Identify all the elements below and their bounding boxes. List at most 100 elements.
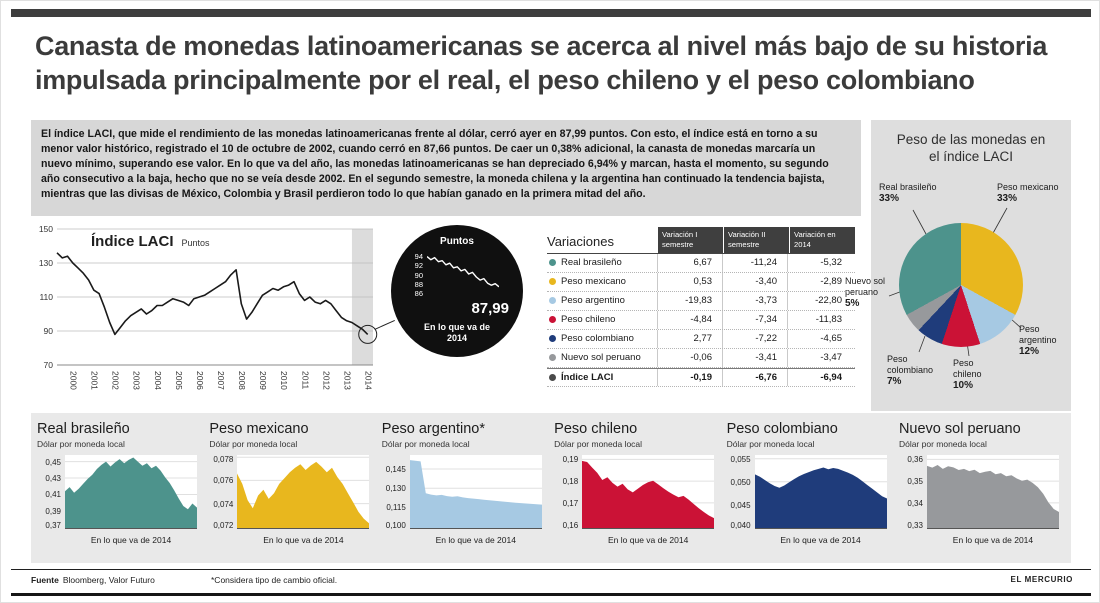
x-tick-label: 2011 [300,371,310,390]
series-label-cell: Peso argentino [547,292,657,310]
table-cell: -22,80 [787,291,852,310]
mini-charts-row: Real brasileño Dólar por moneda local 0,… [31,413,1071,563]
pie-chart [899,223,1023,347]
table-cell: 6,67 [657,253,722,272]
mini-chart-plot [754,455,887,529]
series-label-cell: Peso colombiano [547,330,657,348]
y-tick-label: 0,36 [907,455,923,465]
y-axis: 0,36 0,35 0,34 0,33 [899,455,927,531]
mini-chart-caption: En lo que va de 2014 [952,535,1034,545]
series-dot [549,278,556,286]
y-tick-label: 0,17 [562,498,579,508]
y-tick-label: 0,35 [907,477,923,487]
laci-line-chart: Índice LACI Puntos 150 130 110 90 70 2000 2001 2… [31,223,551,415]
y-tick-label: 0,076 [213,476,234,486]
y-tick-label: 130 [39,258,53,268]
x-tick-label: 2001 [90,371,100,390]
endpoint-magnifier-circle [358,324,378,344]
table-body: Real brasileño 6,67 -11,24 -5,32 Peso mexica… [547,253,855,387]
y-tick-label: 150 [39,224,53,234]
series-label-cell: Real brasileño [547,254,657,272]
callout-value: 87,99 [471,300,509,317]
table-cell: -3,73 [722,291,787,310]
y-tick-label: 0,145 [385,465,406,475]
pie-label-peso-mexicano: Peso mexicano 33% [997,182,1071,205]
source-credit: Fuente Bloomberg, Valor Futuro [31,575,155,585]
pie-label-nuevo-sol-peruano: Nuevo sol peruano 5% [845,276,903,310]
table-row: Peso colombiano 2,77 -7,22 -4,65 [547,329,855,349]
area-series [926,465,1059,529]
y-tick-label: 0,055 [730,455,751,464]
table-cell: -4,84 [657,310,722,329]
series-label-cell: Peso chileno [547,311,657,329]
mini-chart-subtitle: Dólar por moneda local [37,439,125,449]
mini-chart-caption: En lo que va de 2014 [90,535,172,545]
y-tick-label: 0,078 [213,455,234,464]
x-tick-label: 2006 [195,371,205,390]
y-tick-label: 0,115 [386,503,406,513]
intro-text: El índice LACI, que mide el rendimiento … [41,128,829,201]
area-series [65,457,197,529]
y-tick-label: 0,074 [213,499,234,509]
y-tick-label: 0,072 [213,521,234,530]
pie-title: Peso de las monedas en el índice LACI [896,132,1046,164]
table-cell: 0,53 [657,272,722,291]
mini-chart-plot [409,455,542,529]
table-cell: -19,83 [657,291,722,310]
top-bar [11,9,1091,17]
series-name: Nuevo sol peruano [561,352,641,364]
pie-label-peso-argentino: Peso argentino 12% [1019,324,1071,358]
laci-chart-title: Índice LACI [91,233,174,250]
table-cell: -3,41 [722,348,787,367]
source-label: Fuente [31,575,59,585]
mini-chart-title: Nuevo sol peruano [898,421,1021,437]
callout-title: Puntos [440,236,474,247]
table-row: Real brasileño 6,67 -11,24 -5,32 [547,253,855,273]
bottom-bar [11,593,1091,596]
y-tick-label: 0,18 [562,477,579,487]
laci-chart-header: Índice LACI Puntos [91,233,210,251]
pie-label-text: Nuevo sol peruano [845,276,886,297]
mini-chart-peso-mexicano: Peso mexicano Dólar por moneda local 0,0… [209,421,375,563]
pie-panel: Peso de las monedas en el índice LACI Re… [845,120,1071,411]
mini-chart-subtitle: Dólar por moneda local [209,439,298,449]
table-cell: -5,32 [787,253,852,272]
y-tick-label: 0,33 [907,520,923,530]
series-name: Peso mexicano [561,276,626,288]
mini-chart-peso-chileno: Peso chileno Dólar por moneda local 0,19… [554,421,720,563]
area-series [582,460,715,529]
mini-chart-subtitle: Dólar por moneda local [381,439,470,449]
table-cell: -4,65 [787,329,852,348]
callout-tick-label: 86 [414,289,423,298]
laci-line [56,252,369,336]
y-tick-label: 0,100 [385,521,406,530]
x-tick-label: 2003 [132,371,142,390]
mini-chart-subtitle: Dólar por moneda local [554,439,643,449]
intro-panel: El índice LACI, que mide el rendimiento … [31,120,861,216]
mini-chart-plot [926,455,1059,529]
table-cell: -11,24 [722,253,787,272]
table-cell: -11,83 [787,310,852,329]
mini-chart-caption: En lo que va de 2014 [780,535,861,545]
column-header-variacion-2014: Variación en 2014 [790,227,855,253]
y-tick-label: 0,19 [562,455,579,465]
mini-chart-title: Real brasileño [37,421,130,437]
x-tick-label: 2005 [174,371,184,390]
callout-sparkline [427,256,499,288]
series-name: Peso argentino [561,295,625,307]
footer: Fuente Bloomberg, Valor Futuro *Considera… [11,575,1091,591]
series-name: Índice LACI [561,371,614,383]
column-header-variacion-i-semestre: Variación I semestre [658,227,723,253]
callout-tick-label: 88 [414,279,423,289]
pie-label-text: Peso colombiano [887,354,934,375]
pie-label-text: Peso chileno [953,358,982,379]
table-cell: -6,94 [787,368,852,386]
table-cell: -3,47 [787,348,852,367]
x-tick-label: 2010 [279,371,289,390]
variations-table: Variaciones Variación I semestre Variaci… [547,227,855,387]
pie-label-pct: 5% [845,297,860,309]
y-tick-label: 0,41 [45,490,61,500]
y-tick-label: 0,040 [730,521,751,530]
callout-connector-line [374,319,395,330]
table-cell: -3,40 [722,272,787,291]
